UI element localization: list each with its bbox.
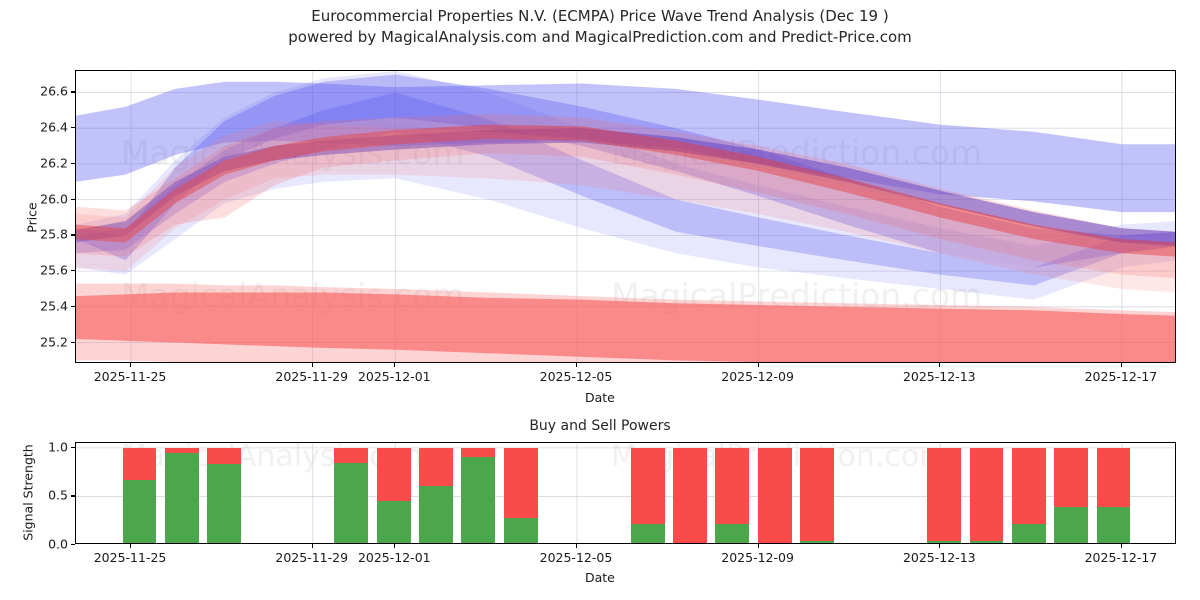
price-xtick-mark [757,363,759,367]
price-xtick-mark [575,363,578,367]
price-ytick-mark [71,198,75,200]
price-xtick-label: 2025-11-25 [93,369,167,384]
buy-sell-chart-plot-area: MagicalAnalysis.com MagicalPrediction.co… [75,442,1176,544]
buy-power-bar-segment[interactable] [630,523,665,543]
sell-power-bar-segment[interactable] [800,447,834,542]
sell-power-bar-segment[interactable] [927,447,962,542]
signal-ytick-mark [71,544,75,546]
signal-xtick-mark [311,544,313,548]
price-ytick-label: 26.4 [40,119,68,135]
price-ytick-label: 26.6 [40,83,68,99]
signal-xtick-mark [1120,544,1123,548]
price-ytick-mark [71,341,75,343]
price-ytick-mark [71,127,75,129]
signal-xtick-label: 2025-12-09 [721,550,794,565]
signal-xtick-mark [939,544,941,548]
price-ytick-mark [71,162,75,165]
sell-power-bar-segment[interactable] [1096,447,1131,508]
price-ytick-label: 25.4 [40,298,68,314]
price-ytick-mark [71,91,75,93]
signal-xtick-label: 2025-11-29 [275,550,349,565]
signal-xtick-label: 2025-12-01 [357,550,431,565]
price-ytick-label: 25.8 [40,226,68,242]
title-line-2: powered by MagicalAnalysis.com and Magic… [288,28,912,46]
buy-power-bar-segment[interactable] [376,501,411,543]
signal-xtick-mark [575,544,578,548]
buy-sell-bars [76,443,1175,543]
sell-power-bar-segment[interactable] [969,447,1004,542]
sell-power-bar-segment[interactable] [673,447,707,543]
sell-power-bar-segment[interactable] [207,447,242,465]
price-xtick-mark [939,363,941,367]
sell-power-bar-segment[interactable] [715,447,750,524]
buy-power-bar-segment[interactable] [715,523,750,543]
buy-power-bar-segment[interactable] [207,464,242,543]
price-xtick-label: 2025-12-05 [539,369,613,384]
price-chart-xaxis-title: Date [585,390,615,405]
buy-power-bar-segment[interactable] [503,517,538,543]
signal-strength-axis-title: Signal Strength [20,444,36,541]
sell-power-bar-segment[interactable] [630,447,665,524]
signal-xtick-label: 2025-11-25 [93,550,167,565]
price-ytick-label: 25.2 [40,334,68,350]
price-xtick-mark [394,363,396,367]
price-ytick-label: 26.2 [40,155,68,171]
signal-ytick-label: 0.0 [48,536,68,552]
sell-power-bar-segment[interactable] [164,447,199,453]
price-xtick-label: 2025-12-13 [902,369,976,384]
sell-power-bar-segment[interactable] [334,447,369,464]
buy-power-bar-segment[interactable] [927,541,962,543]
signal-ytick-label: 1.0 [48,439,68,455]
buy-power-bar-segment[interactable] [164,452,199,543]
buy-power-bar-segment[interactable] [800,541,834,543]
sell-power-bar-segment[interactable] [122,447,157,480]
price-xtick-mark [1120,363,1123,367]
signal-xtick-label: 2025-12-05 [539,550,613,565]
price-ytick-mark [71,305,75,308]
buy-power-bar-segment[interactable] [461,456,496,543]
sell-power-bar-segment[interactable] [503,447,538,518]
sell-power-bar-segment[interactable] [376,447,411,502]
signal-ytick-label: 0.5 [48,487,68,503]
price-xtick-mark [130,363,132,367]
price-xtick-label: 2025-12-09 [721,369,794,384]
buy-power-bar-segment[interactable] [1096,507,1131,543]
title-line-1: Eurocommercial Properties N.V. (ECMPA) P… [311,7,889,25]
buy-power-bar-segment[interactable] [1054,507,1089,543]
price-xtick-mark [311,363,313,367]
buy-power-bar-segment[interactable] [334,463,369,543]
price-ytick-mark [71,270,75,272]
buy-sell-chart-xaxis-title: Date [585,570,615,585]
price-xtick-label: 2025-12-01 [357,369,431,384]
price-ytick-label: 25.6 [40,262,68,278]
sell-power-bar-segment[interactable] [1054,447,1089,508]
buy-power-bar-segment[interactable] [122,479,157,543]
price-xtick-label: 2025-11-29 [275,369,349,384]
signal-xtick-mark [130,544,132,548]
price-ytick-label: 26.0 [40,191,68,207]
price-wave-bands [76,71,1175,362]
price-axis-title: Price [24,202,40,233]
signal-ytick-mark [71,446,75,449]
sell-power-bar-segment[interactable] [1011,447,1046,524]
signal-xtick-label: 2025-12-17 [1084,550,1158,565]
buy-sell-chart-title: Buy and Sell Powers [529,418,671,434]
price-wave-chart-plot-area: MagicalAnalysis.com MagicalPrediction.co… [75,70,1176,363]
signal-ytick-mark [71,495,75,497]
sell-power-bar-segment[interactable] [461,447,496,457]
signal-xtick-mark [757,544,759,548]
sell-power-bar-segment[interactable] [419,447,453,486]
buy-power-bar-segment[interactable] [969,541,1004,543]
signal-xtick-mark [394,544,396,548]
buy-power-bar-segment[interactable] [419,485,453,543]
price-xtick-label: 2025-12-17 [1084,369,1158,384]
buy-power-bar-segment[interactable] [1011,523,1046,543]
signal-xtick-label: 2025-12-13 [902,550,976,565]
sell-power-bar-segment[interactable] [757,447,792,543]
page-title: Eurocommercial Properties N.V. (ECMPA) P… [0,6,1200,48]
price-ytick-mark [71,234,75,236]
